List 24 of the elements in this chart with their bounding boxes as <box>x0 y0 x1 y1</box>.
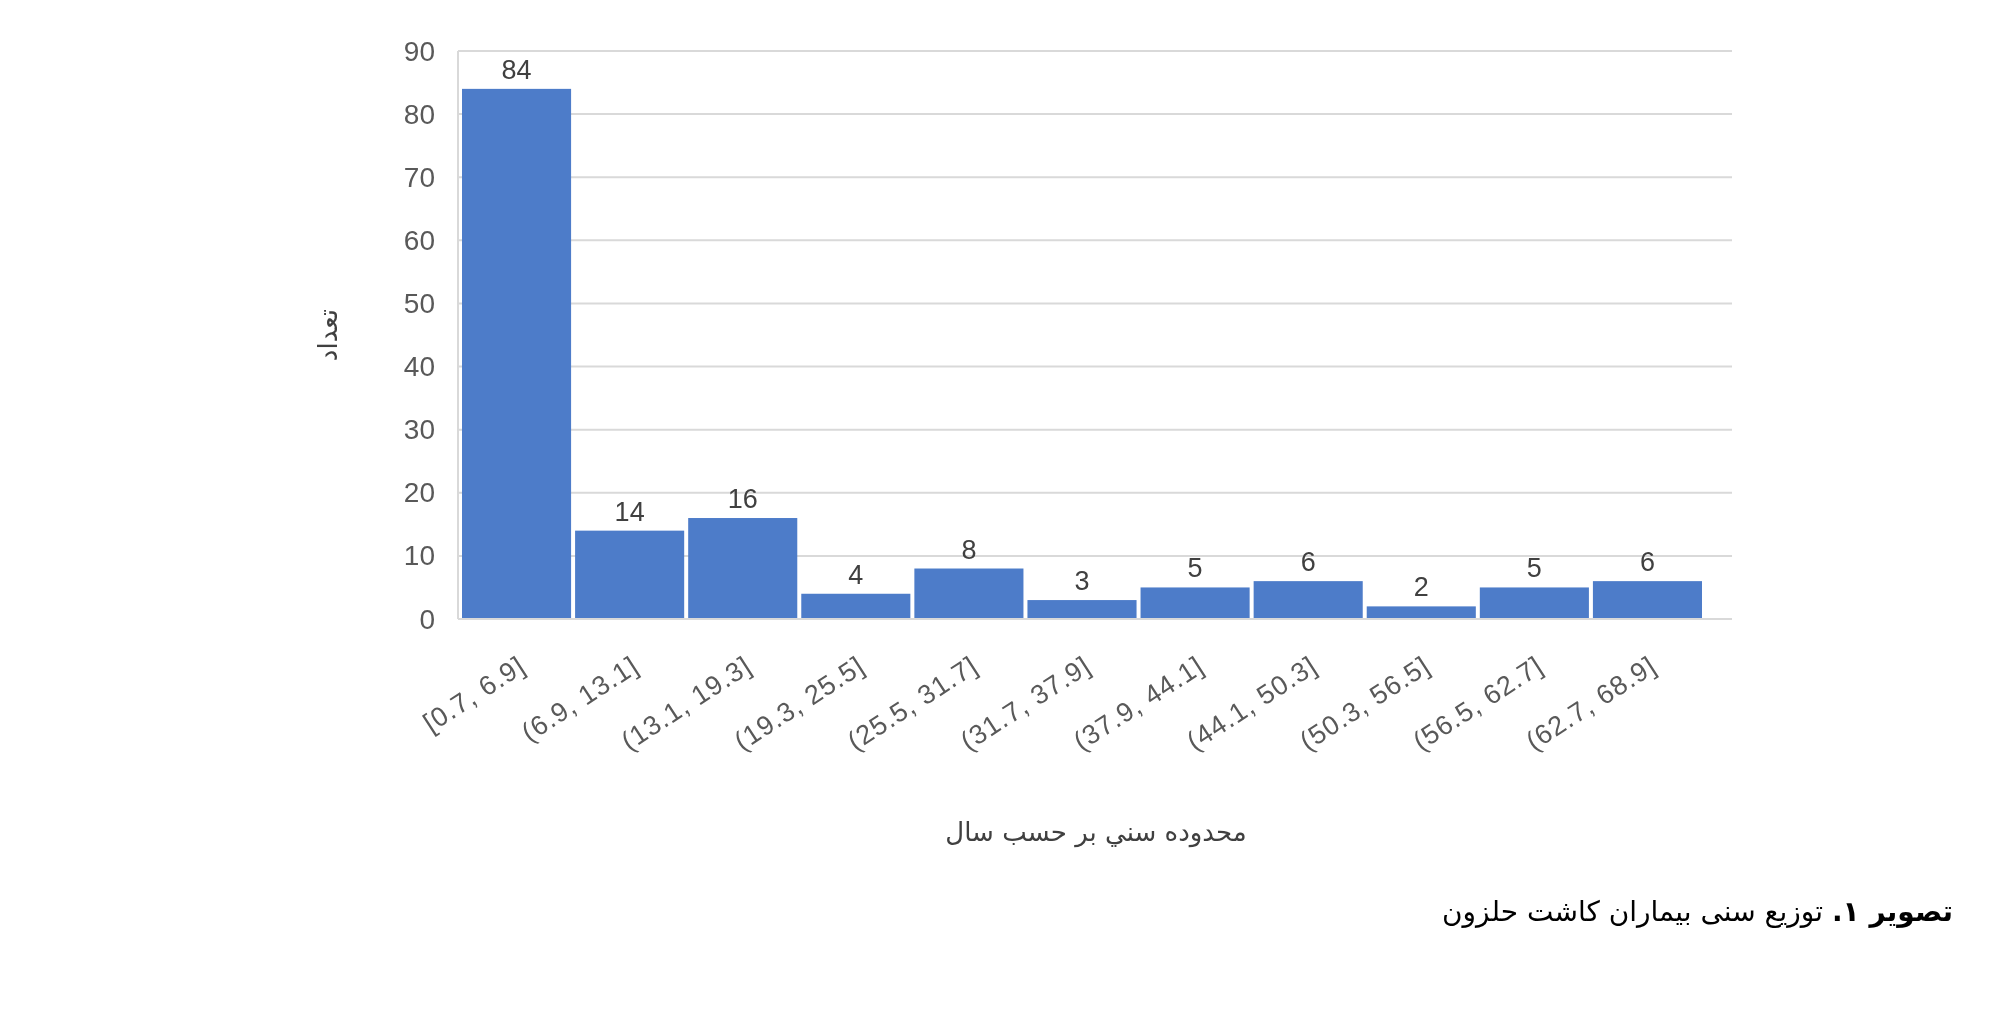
data-label: 4 <box>848 559 864 590</box>
data-label: 84 <box>501 54 532 85</box>
data-label: 8 <box>961 534 977 565</box>
y-tick-label: 90 <box>403 35 435 67</box>
data-label: 3 <box>1074 566 1090 597</box>
y-tick-label: 30 <box>403 414 435 446</box>
y-tick-label: 60 <box>403 224 435 256</box>
data-label: 6 <box>1300 547 1316 578</box>
y-tick-label: 70 <box>403 161 435 193</box>
caption: تصویر ۱. توزیع سنی بیماران کاشت حلزون <box>1441 895 1953 928</box>
data-label: 14 <box>614 496 645 527</box>
y-tick-label: 20 <box>403 477 435 509</box>
y-tick-label: 0 <box>419 603 435 635</box>
y-tick-label: 80 <box>403 98 435 130</box>
y-tick-label: 10 <box>403 540 435 572</box>
y-axis-title: تعداد <box>313 308 343 362</box>
data-label: 5 <box>1526 553 1542 584</box>
y-tick-label: 40 <box>403 351 435 383</box>
data-label: 5 <box>1187 553 1203 584</box>
data-label: 16 <box>727 484 758 514</box>
y-tick-label: 50 <box>403 287 435 319</box>
x-axis-title: محدوده سني بر حسب سال <box>945 817 1247 847</box>
data-label: 2 <box>1413 572 1429 603</box>
data-label: 6 <box>1639 547 1655 578</box>
